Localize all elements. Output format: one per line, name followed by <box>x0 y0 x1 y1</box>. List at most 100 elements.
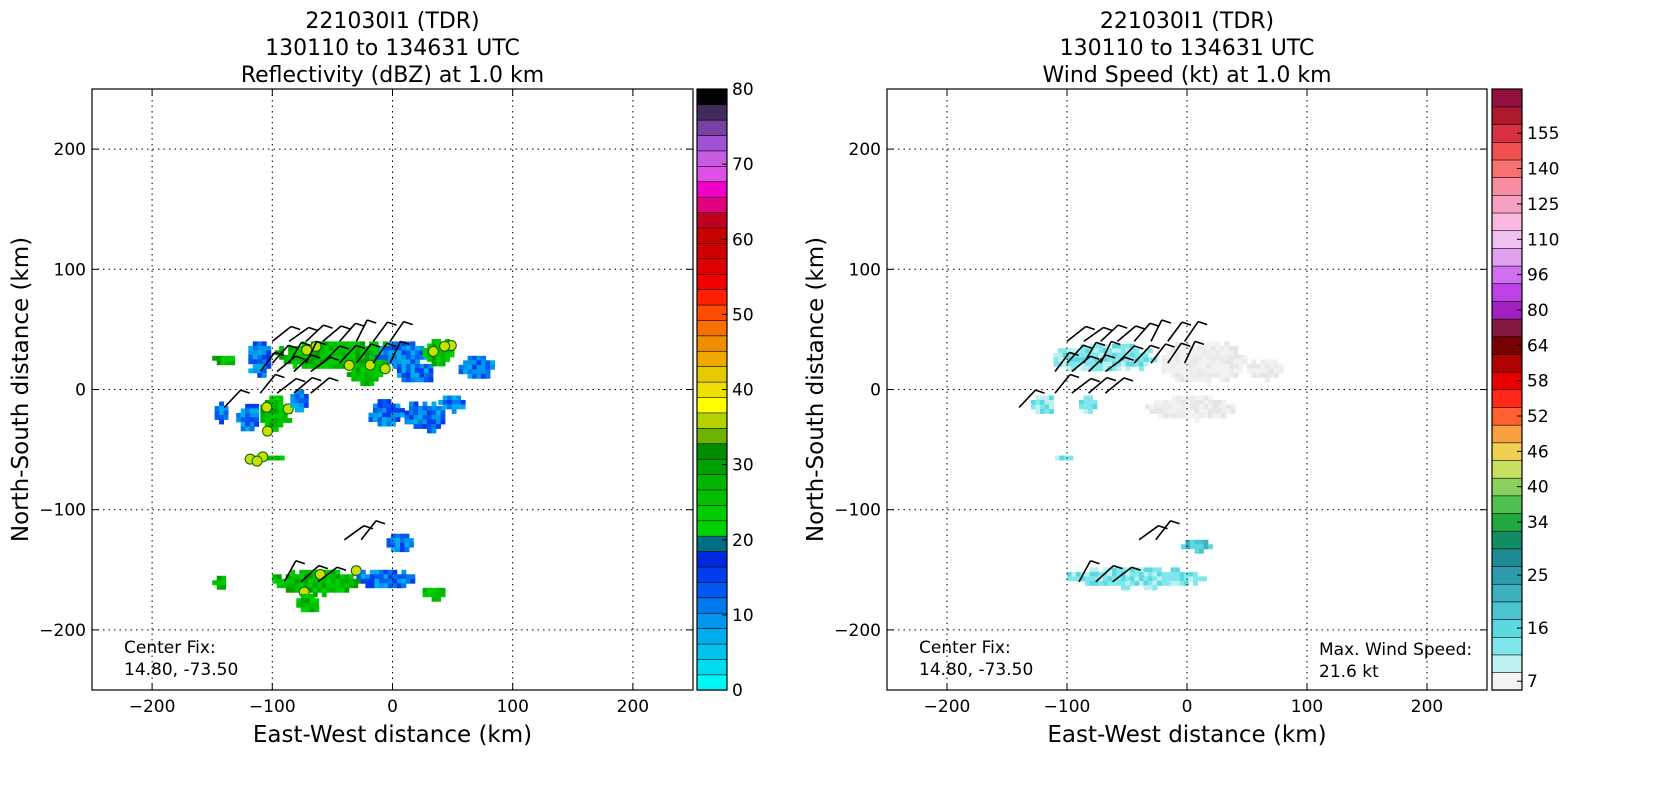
data-cell <box>292 359 298 365</box>
data-cell <box>1202 359 1207 365</box>
data-cell <box>252 354 258 360</box>
wind-barb <box>276 355 297 373</box>
data-cell <box>337 341 343 347</box>
data-cell <box>1166 350 1171 356</box>
data-cell <box>355 345 361 351</box>
colorbar-band <box>1491 353 1523 373</box>
data-cell <box>1080 366 1086 372</box>
colorbar-tick-label: 34 <box>1527 513 1549 533</box>
data-cell <box>401 569 407 575</box>
data-cell <box>290 574 296 580</box>
data-cell <box>303 583 309 589</box>
data-cell <box>1184 350 1189 356</box>
data-cell <box>485 369 491 375</box>
data-cell <box>1040 404 1045 410</box>
data-cell <box>1170 571 1176 577</box>
colorbar-tick-label: 125 <box>1527 195 1559 215</box>
data-cell <box>292 363 298 369</box>
data-cell <box>1116 352 1122 358</box>
data-cell <box>276 578 282 584</box>
data-cell <box>303 398 309 404</box>
data-cell <box>1092 400 1098 405</box>
chart-title-line: 130110 to 134631 UTC <box>1060 36 1315 61</box>
data-cell <box>1199 544 1204 550</box>
wind-barb <box>1104 356 1126 373</box>
data-cell <box>1238 368 1243 374</box>
reflectivity-core <box>261 401 273 413</box>
data-cell <box>219 410 224 416</box>
data-cell <box>436 406 441 411</box>
data-cell <box>413 406 419 411</box>
data-cell <box>1103 571 1108 577</box>
wind-barb <box>300 565 320 583</box>
data-cell <box>330 583 336 589</box>
colorbar-band <box>696 658 728 676</box>
data-cell <box>308 587 314 593</box>
colorbar-tick-label: 0 <box>732 681 743 701</box>
data-cell <box>485 373 491 379</box>
wind-barb-flag <box>275 373 285 379</box>
data-cell <box>1224 354 1230 360</box>
data-cell <box>249 403 255 409</box>
data-cell <box>248 359 254 365</box>
data-cell <box>1053 357 1059 363</box>
wind-barb-flag <box>311 354 321 359</box>
data-cell <box>299 574 305 580</box>
data-cell <box>285 578 291 584</box>
data-cell <box>1083 409 1089 414</box>
colorbar-tick-label: 50 <box>732 305 754 325</box>
data-cell <box>1161 576 1167 582</box>
data-cell <box>467 360 473 366</box>
data-cell <box>1152 571 1158 577</box>
data-cell <box>269 413 275 419</box>
data-cell <box>373 350 379 356</box>
data-cell <box>303 569 309 575</box>
wind-barb-flag <box>295 355 305 360</box>
data-cell <box>396 578 402 584</box>
data-cell <box>279 455 285 461</box>
data-cell <box>386 538 392 544</box>
data-cell <box>1220 377 1225 383</box>
wind-barb <box>322 325 342 343</box>
data-cell <box>278 422 284 428</box>
wind-barb-flag <box>1090 355 1100 360</box>
data-cell <box>294 389 300 395</box>
data-cell <box>351 354 357 360</box>
wind-barb-flag <box>318 564 329 570</box>
data-cell <box>409 410 414 416</box>
data-cell <box>386 542 392 548</box>
wind-barb-flag <box>1165 343 1175 348</box>
data-cell <box>1208 400 1213 405</box>
data-cell <box>1163 413 1168 419</box>
data-cell <box>379 345 384 351</box>
data-cell <box>1176 409 1182 414</box>
y-tick-label: 100 <box>54 260 86 280</box>
wind-barb-flag <box>1194 340 1205 346</box>
data-cell <box>463 364 468 370</box>
data-cell <box>273 404 279 410</box>
wind-barb <box>1167 342 1182 364</box>
data-cell <box>264 418 270 423</box>
data-cell <box>386 408 392 413</box>
data-cell <box>379 350 384 356</box>
data-cell <box>387 569 393 575</box>
data-cell <box>1139 366 1144 372</box>
data-cell <box>418 424 423 429</box>
data-cell <box>404 533 410 539</box>
x-tick-label: 100 <box>1291 697 1323 717</box>
data-cell <box>1215 354 1221 360</box>
data-cell <box>278 404 284 410</box>
data-cell <box>223 410 229 416</box>
data-cell <box>1260 363 1266 369</box>
data-cell <box>1071 348 1077 354</box>
data-cell <box>397 350 402 356</box>
data-cell <box>219 406 224 411</box>
data-cell <box>1049 409 1054 414</box>
data-cell <box>1116 580 1122 586</box>
data-cell <box>400 408 405 413</box>
data-cell <box>1181 400 1186 405</box>
data-cell <box>1083 400 1089 405</box>
data-cell <box>1143 361 1149 367</box>
data-cell <box>266 345 272 351</box>
data-cell <box>273 422 279 428</box>
